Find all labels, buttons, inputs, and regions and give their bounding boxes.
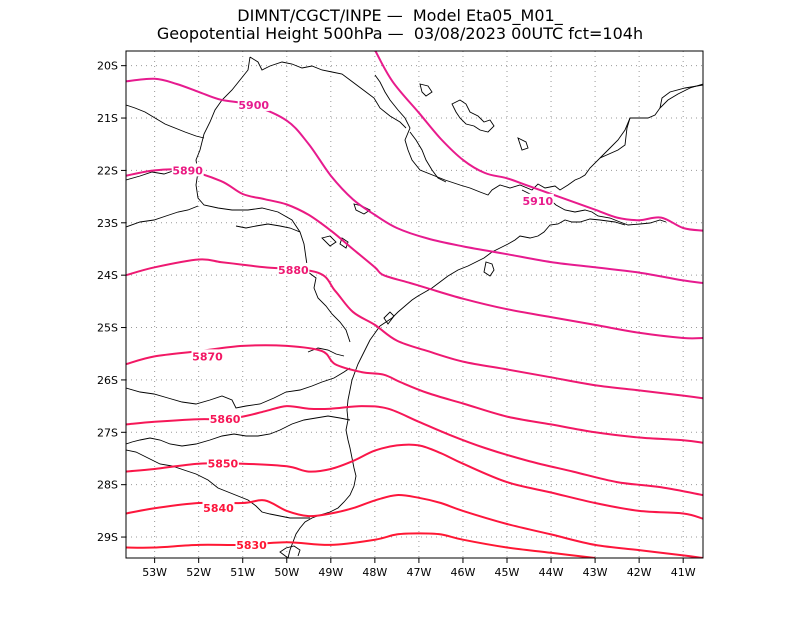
lon-tick-label: 41W [671,566,696,579]
geopotential-contours [126,51,703,558]
lat-tick-label: 21S [97,112,118,125]
lat-tick-label: 27S [97,426,118,439]
contour-label-5840: 5840 [203,502,234,515]
lat-tick-label: 20S [97,60,118,73]
contour-label-5830: 5830 [236,539,267,552]
contour-line-5880 [126,258,703,400]
contour-line-5890 [126,168,703,340]
contour-line-5900 [126,77,703,284]
axis-ticks: 53W 52W 51W 50W 49W 48W 47W 46W 45W 44W 43W 42W 41W 2… [97,60,696,579]
lon-tick-label: 47W [406,566,431,579]
contour-labels: 5910 5900 5890 5880 5870 5860 5850 5840 5830 [171,97,554,552]
contour-label-bg [277,262,310,276]
lat-tick-label: 26S [97,374,118,387]
contour-label-5910: 5910 [523,195,554,208]
lon-tick-label: 50W [274,566,299,579]
contour-line-5840 [126,494,703,558]
contour-label-5850: 5850 [208,458,239,471]
contour-label-bg [209,412,242,426]
lat-tick-label: 29S [97,531,118,544]
contour-label-bg [191,349,224,363]
title-line-2: Geopotential Height 500hPa — 03/08/2023 … [156,24,644,43]
contour-label-bg [521,193,554,207]
state-borders [126,56,703,558]
lat-tick-label: 22S [97,164,118,177]
lon-tick-label: 43W [583,566,608,579]
lat-tick-label: 28S [97,479,118,492]
contour-label-5860: 5860 [210,413,241,426]
title-line-1: DIMNT/CGCT/INPE — Model Eta05_M01_ [237,6,563,25]
lat-tick-label: 23S [97,217,118,230]
plot-frame [125,50,704,559]
lon-tick-label: 48W [362,566,387,579]
lon-tick-label: 52W [186,566,211,579]
contour-label-5900: 5900 [238,99,269,112]
contour-label-bg [206,456,239,470]
lat-tick-label: 25S [97,322,118,335]
contour-label-bg [202,501,235,515]
lon-tick-label: 45W [495,566,520,579]
lon-tick-label: 44W [539,566,564,579]
contour-label-5870: 5870 [192,350,223,363]
contour-label-bg [171,163,204,177]
lat-tick-label: 24S [97,269,118,282]
lon-tick-label: 46W [451,566,476,579]
lon-tick-label: 49W [318,566,343,579]
lon-tick-label: 53W [142,566,167,579]
contour-line-5870 [126,344,703,444]
contour-label-bg [237,97,270,111]
contour-line-5830 [126,532,596,558]
contour-line-5910 [374,51,703,232]
contour-label-5890: 5890 [172,164,203,177]
lon-tick-label: 51W [230,566,255,579]
contour-line-5850 [126,443,703,520]
contour-label-5880: 5880 [278,264,309,277]
lon-tick-label: 42W [627,566,652,579]
contour-label-bg [235,537,268,551]
